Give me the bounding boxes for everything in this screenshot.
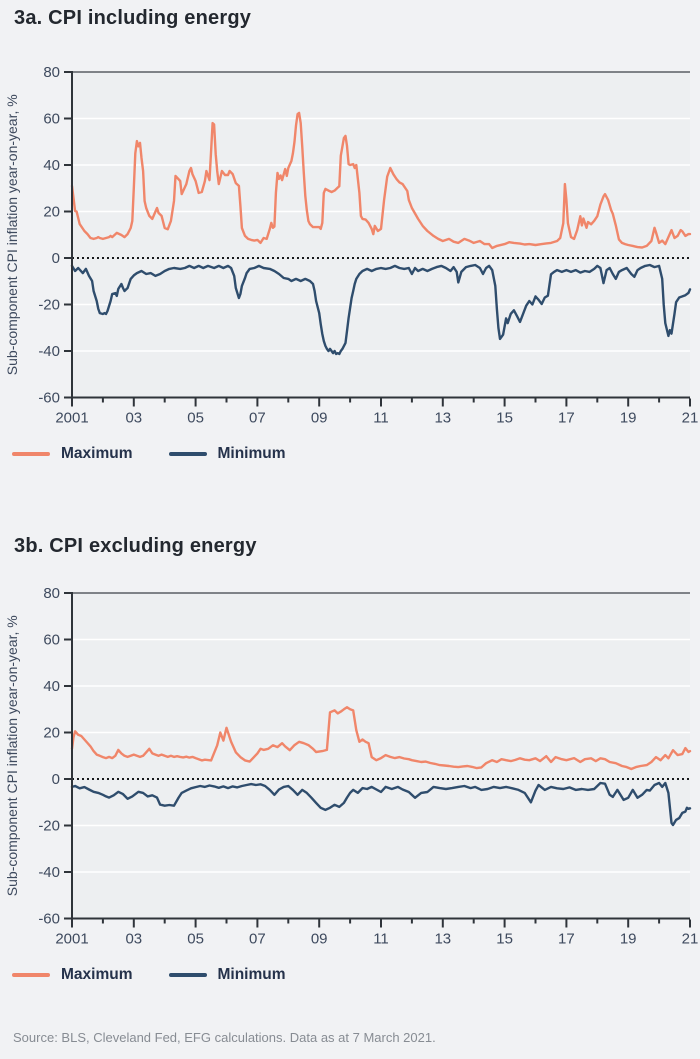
plot-area (72, 72, 690, 398)
legend-label-minimum: Minimum (217, 966, 286, 983)
y-tick-label: 80 (43, 64, 60, 81)
y-tick-label: -40 (38, 343, 60, 360)
series-line-maximum (70, 705, 692, 771)
y-tick-label: -40 (38, 864, 60, 881)
x-tick-label: 19 (620, 410, 637, 427)
x-tick-label: 15 (496, 931, 513, 948)
chart-3b-canvas: 80 60 40 20 0 -20 -40 -60 2001 03 05 07 09 11 13 15 17 19… (4, 585, 699, 948)
series-line-minimum (70, 263, 692, 356)
y-axis-title: Sub-component CPI inflation year-on-year… (4, 94, 20, 375)
x-tick-label: 21 (682, 931, 699, 948)
y-tick-label: -20 (38, 297, 60, 314)
legend-label-maximum: Maximum (61, 966, 133, 983)
x-tick-label: 05 (187, 931, 204, 948)
x-tick-label: 21 (682, 410, 699, 427)
chart-title-3a: 3a. CPI including energy (14, 7, 252, 29)
x-tick-label: 07 (249, 931, 266, 948)
x-tick-label: 2001 (55, 410, 88, 427)
y-tick-label: 60 (43, 632, 60, 649)
y-tick-label: 0 (52, 250, 60, 267)
x-tick-label: 19 (620, 931, 637, 948)
x-tick-label: 07 (249, 410, 266, 427)
legend-3a: Maximum Minimum (12, 443, 700, 465)
y-tick-label: -20 (38, 818, 60, 835)
series-line-maximum (70, 111, 692, 250)
y-tick-label: -60 (38, 390, 60, 407)
y-tick-label: 80 (43, 585, 60, 602)
x-tick-label: 17 (558, 410, 575, 427)
chart-section-3a: 3a. CPI including energy 80 60 40 20 0 -20 -40… (0, 0, 700, 465)
x-tick-label: 03 (125, 931, 142, 948)
legend-label-minimum: Minimum (217, 445, 286, 462)
x-tick-label: 05 (187, 410, 204, 427)
x-tick-label: 13 (434, 931, 451, 948)
y-tick-label: -60 (38, 911, 60, 928)
chart-section-3b: 3b. CPI excluding energy 80 60 40 20 0 -20 -40… (0, 533, 700, 986)
series-line-minimum (70, 781, 692, 827)
y-tick-label: 40 (43, 157, 60, 174)
x-tick-label: 11 (373, 410, 389, 427)
source-note: Source: BLS, Cleveland Fed, EFG calculat… (13, 1030, 436, 1045)
x-tick-label: 17 (558, 931, 575, 948)
x-tick-label: 2001 (55, 931, 88, 948)
y-tick-label: 60 (43, 111, 60, 128)
y-tick-label: 20 (43, 725, 60, 742)
chart-title-3b: 3b. CPI excluding energy (14, 535, 257, 557)
legend-swatch-maximum (12, 452, 50, 456)
x-tick-label: 09 (311, 410, 328, 427)
chart-3a-canvas: 80 60 40 20 0 -20 -40 -60 2001 03 05 07 09 11 13 15 17 19… (4, 64, 699, 427)
legend-label-maximum: Maximum (61, 445, 133, 462)
legend-swatch-minimum (168, 973, 207, 977)
x-tick-label: 11 (373, 931, 389, 948)
x-tick-label: 09 (311, 931, 328, 948)
x-tick-label: 03 (125, 410, 142, 427)
x-tick-label: 15 (496, 410, 513, 427)
y-tick-label: 20 (43, 204, 60, 221)
y-tick-label: 40 (43, 678, 60, 695)
y-tick-label: 0 (52, 771, 60, 788)
y-axis-title: Sub-component CPI inflation year-on-year… (4, 615, 20, 896)
legend-3b: Maximum Minimum (12, 964, 700, 986)
legend-swatch-maximum (12, 973, 50, 977)
legend-swatch-minimum (168, 452, 207, 456)
x-tick-label: 13 (434, 410, 451, 427)
